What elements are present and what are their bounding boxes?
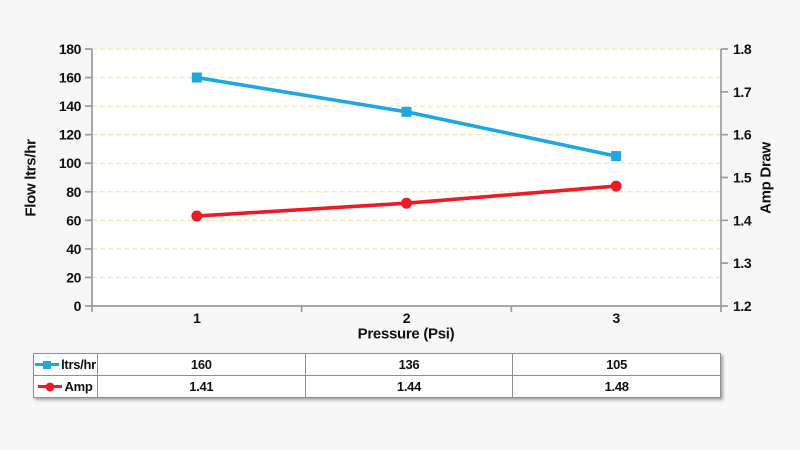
y-left-tick-label: 80 bbox=[66, 184, 81, 200]
left-axis-title: Flow ltrs/hr bbox=[22, 139, 40, 217]
y-left-tick-label: 0 bbox=[74, 298, 82, 314]
legend-label: Amp bbox=[64, 379, 93, 394]
legend-label: ltrs/hr bbox=[61, 357, 96, 372]
line-chart-canvas: 0 20 40 60 80 100 120 140 160 180 1.2 1.3 1.4 1.5 1.6 1… bbox=[59, 41, 752, 326]
ltrs-hr-series-icon bbox=[35, 360, 60, 369]
y-left-tick-label: 40 bbox=[66, 241, 81, 257]
value-cell: 105 bbox=[512, 353, 721, 376]
y-right-tick-label: 1.7 bbox=[733, 84, 752, 100]
value-cell: 1.41 bbox=[96, 375, 306, 398]
ltrs/hr-marker bbox=[611, 151, 622, 162]
value-cell: 1.44 bbox=[304, 375, 514, 398]
data-table: ltrs/hr 160 136 105 Amp 1.41 1.44 1.48 bbox=[33, 353, 721, 398]
x-tick-label: 3 bbox=[612, 310, 620, 326]
right-axis-title: Amp Draw bbox=[757, 142, 775, 214]
y-right-tick-label: 1.8 bbox=[733, 41, 752, 57]
legend-cell-amp: Amp bbox=[33, 375, 98, 398]
y-right-tick-label: 1.2 bbox=[733, 298, 752, 314]
table-row: Amp 1.41 1.44 1.48 bbox=[33, 375, 721, 398]
y-left-tick-label: 100 bbox=[59, 155, 82, 171]
legend-cell-ltrs-hr: ltrs/hr bbox=[33, 353, 98, 376]
amp-series-icon bbox=[38, 382, 63, 392]
x-tick-label: 2 bbox=[403, 310, 411, 326]
Amp-marker bbox=[401, 197, 412, 209]
value-cell: 160 bbox=[96, 353, 306, 376]
y-left-tick-label: 20 bbox=[66, 269, 81, 285]
y-left-tick-label: 140 bbox=[59, 98, 82, 114]
ltrs/hr-marker bbox=[191, 72, 202, 83]
y-left-tick-label: 160 bbox=[59, 70, 82, 86]
Amp-marker bbox=[610, 180, 622, 192]
y-right-tick-label: 1.5 bbox=[733, 170, 752, 186]
value-cell: 1.48 bbox=[512, 375, 721, 398]
Amp-marker bbox=[191, 210, 203, 222]
y-right-tick-label: 1.6 bbox=[733, 127, 752, 143]
plot-area bbox=[92, 49, 721, 306]
y-right-tick-label: 1.3 bbox=[733, 255, 752, 271]
y-right-tick-label: 1.4 bbox=[733, 212, 752, 228]
value-cell: 136 bbox=[304, 353, 514, 376]
y-left-tick-label: 60 bbox=[66, 212, 81, 228]
table-row: ltrs/hr 160 136 105 bbox=[33, 353, 721, 376]
ltrs/hr-marker bbox=[401, 106, 412, 117]
y-left-tick-label: 120 bbox=[59, 127, 82, 143]
y-left-tick-label: 180 bbox=[59, 41, 82, 57]
x-tick-label: 1 bbox=[193, 310, 201, 326]
x-axis-title: Pressure (Psi) bbox=[357, 325, 455, 343]
